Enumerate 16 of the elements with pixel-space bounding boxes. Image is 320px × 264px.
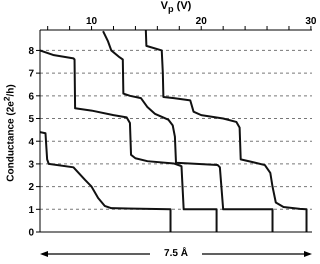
x-tick-label: 30 bbox=[305, 16, 317, 27]
y-tick-label: 5 bbox=[28, 114, 34, 126]
y-tick-label: 2 bbox=[28, 182, 34, 194]
y-tick-label: 6 bbox=[28, 91, 34, 102]
y-tick-label: 4 bbox=[28, 136, 34, 148]
x-tick-label: 10 bbox=[86, 16, 98, 27]
y-tick-label: 1 bbox=[28, 204, 34, 216]
line-series bbox=[144, 30, 308, 232]
y-tick-label: 7 bbox=[28, 68, 34, 80]
text: 7.5 Å bbox=[163, 247, 189, 261]
line-series bbox=[40, 131, 172, 232]
x-tick-label: 20 bbox=[196, 16, 208, 27]
y-tick-label: 0 bbox=[28, 228, 34, 239]
x-axis-title: V$_{p}$ (V) bbox=[160, 0, 192, 16]
y-tick-label: 3 bbox=[28, 159, 34, 170]
y-tick-label: 8 bbox=[28, 46, 34, 57]
